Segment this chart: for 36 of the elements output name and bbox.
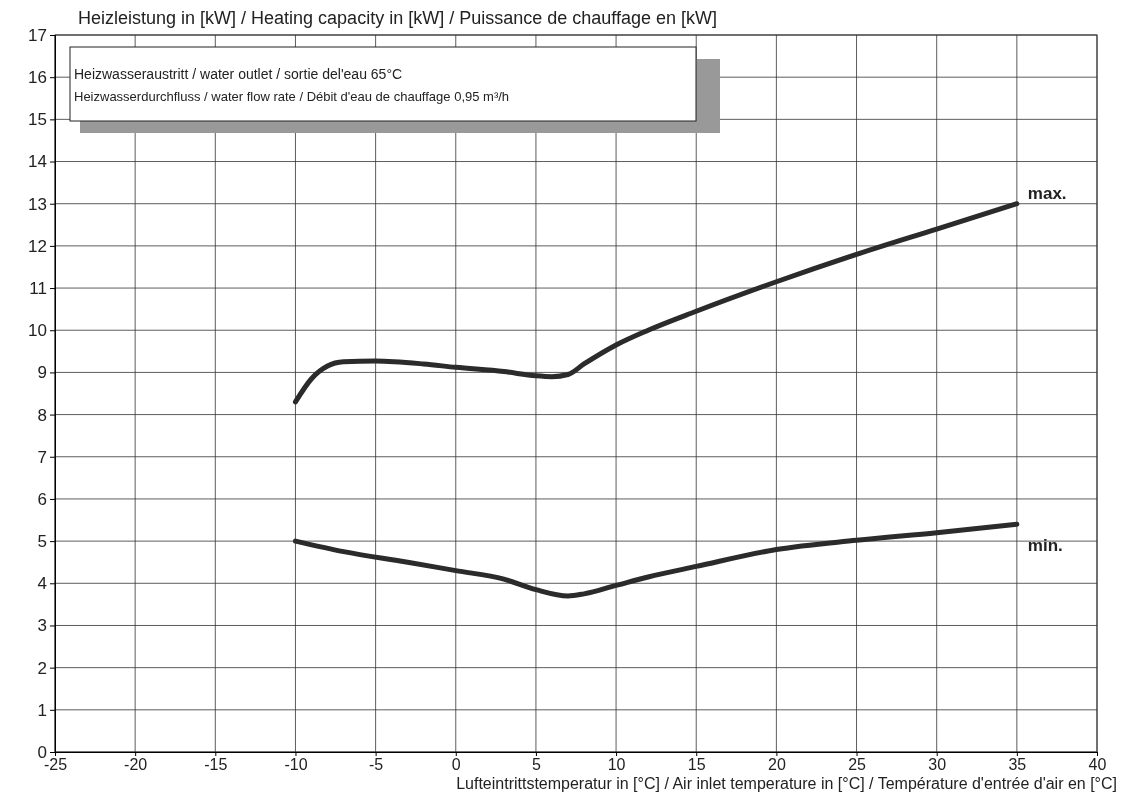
x-tick-label: 35 <box>1008 756 1027 774</box>
x-tick-label: 30 <box>928 756 947 774</box>
y-tick-label: 16 <box>28 68 47 88</box>
y-tick-label: 12 <box>28 236 47 256</box>
x-tick-label: 20 <box>767 756 786 774</box>
x-tick-label: 40 <box>1088 756 1107 774</box>
y-tick-label: 8 <box>37 405 47 425</box>
chart-title: Heizleistung in [kW] / Heating capacity in [kW] / Puissance de chauffage en [kW] <box>78 8 717 28</box>
y-tick-label: 3 <box>37 616 47 636</box>
annotation: Heizwasseraustritt / water outlet / sortie del'eau 65°C <box>74 66 403 82</box>
x-tick-label: 0 <box>451 756 461 774</box>
x-tick-label: -15 <box>204 756 228 774</box>
x-tick-label: 10 <box>607 756 626 774</box>
x-tick-label: 25 <box>848 756 867 774</box>
y-tick-label: 17 <box>28 25 47 45</box>
x-axis-title: Lufteintrittstemperatur in [°C] / Air inlet temperature in [°C] / Température d'entrée d'air en [°C] <box>456 775 1117 792</box>
series-label: min. <box>1027 536 1063 556</box>
y-tick-label: 4 <box>37 574 47 594</box>
y-tick-label: 5 <box>37 532 47 552</box>
y-tick-label: 2 <box>37 658 47 678</box>
x-tick-label: -10 <box>284 756 308 774</box>
y-tick-label: 10 <box>28 321 47 341</box>
y-tick-label: 11 <box>29 279 47 298</box>
x-tick-label: -20 <box>124 756 148 774</box>
y-tick-label: 6 <box>37 489 47 509</box>
series-label: max. <box>1027 183 1067 203</box>
y-tick-label: 7 <box>37 447 47 467</box>
x-tick-label: 15 <box>687 756 706 774</box>
y-tick-label: 14 <box>28 152 47 172</box>
x-tick-label: 5 <box>531 756 541 774</box>
annotation: Heizwasserdurchfluss / water flow rate / Débit d'eau de chauffage 0,95 m³/h <box>74 89 510 104</box>
y-tick-label: 15 <box>28 110 47 130</box>
y-tick-label: 9 <box>37 363 47 383</box>
y-tick-label: 1 <box>37 700 47 720</box>
y-tick-label: 13 <box>28 194 47 214</box>
x-tick-label: -5 <box>369 756 384 774</box>
